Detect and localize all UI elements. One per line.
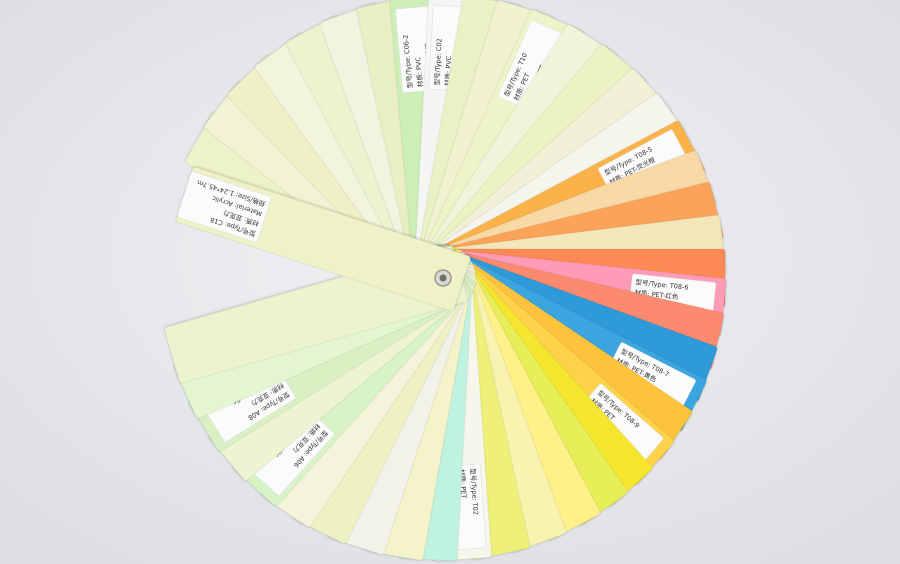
grommet-hole: [439, 274, 447, 282]
swatch-fan: 型号/Type: C06-2材质: PVCMaterial: PVC规格/Siz…: [164, 0, 727, 562]
label-text: 材质: PVC: [413, 56, 425, 87]
swatch-label: [177, 171, 272, 243]
label-text: 材质: PET: [458, 469, 469, 499]
label-text: 材质: PVC: [443, 55, 454, 86]
label-text: 型号/Type: C02: [432, 38, 443, 86]
label-text: 型号/Type: T02: [468, 468, 480, 515]
